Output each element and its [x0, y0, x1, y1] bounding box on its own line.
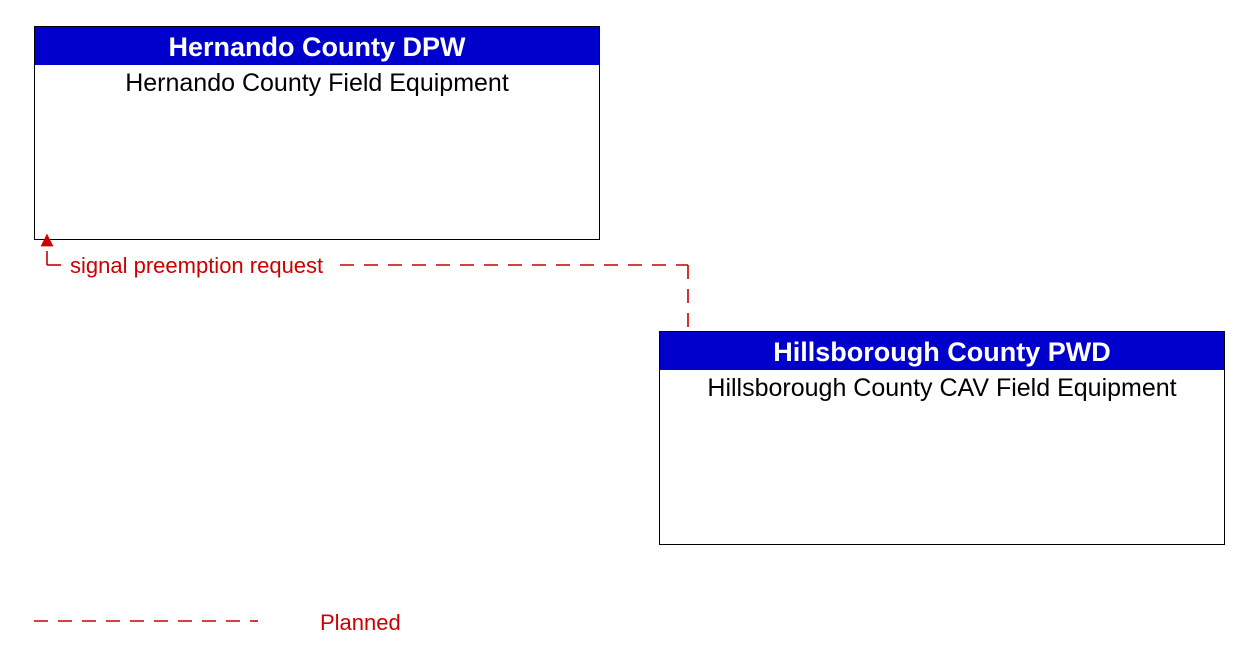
node-hernando-county-dpw: Hernando County DPW Hernando County Fiel… [34, 26, 600, 240]
legend-label-planned: Planned [320, 610, 401, 636]
node-header: Hernando County DPW [35, 27, 599, 65]
flow-label-signal-preemption-request: signal preemption request [70, 253, 323, 279]
node-body: Hillsborough County CAV Field Equipment [660, 370, 1224, 403]
node-hillsborough-county-pwd: Hillsborough County PWD Hillsborough Cou… [659, 331, 1225, 545]
node-header: Hillsborough County PWD [660, 332, 1224, 370]
node-body: Hernando County Field Equipment [35, 65, 599, 98]
